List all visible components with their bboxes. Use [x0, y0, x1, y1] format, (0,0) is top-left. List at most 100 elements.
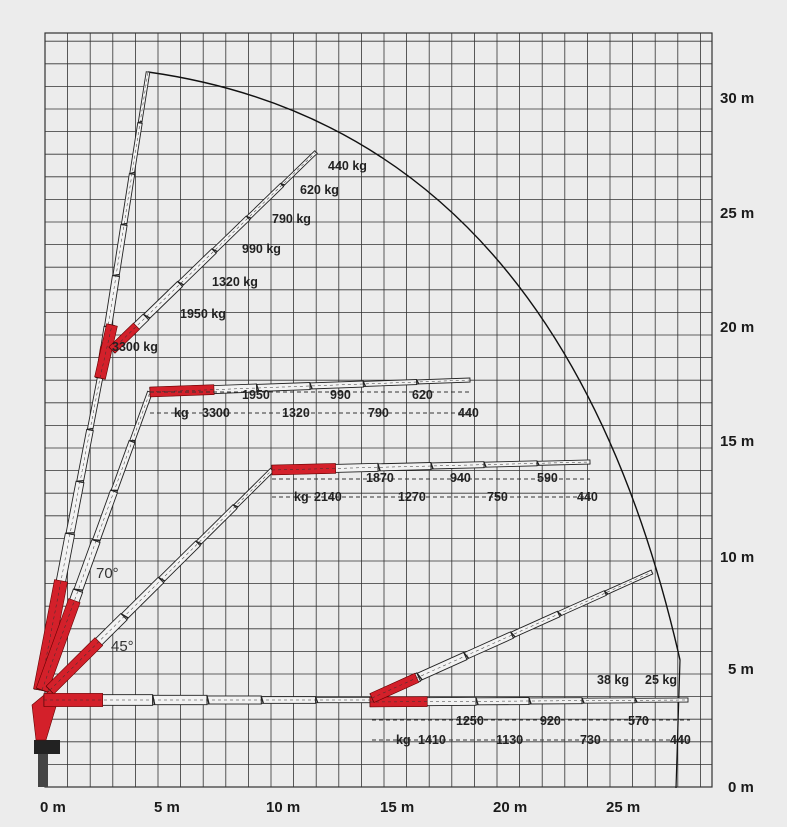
load-label: 570 — [628, 714, 649, 728]
boom-joint — [211, 248, 218, 253]
boom-section — [581, 697, 636, 704]
load-label: 750 — [487, 490, 508, 504]
boom-cable — [39, 377, 101, 691]
load-label: 730 — [580, 733, 601, 747]
boom-joint — [120, 613, 129, 619]
crane-base — [34, 740, 60, 754]
reach-arc-tail — [675, 659, 681, 789]
boom-cable — [49, 469, 273, 691]
load-label: 440 — [670, 733, 691, 747]
x-tick-label: 0 m — [40, 799, 66, 816]
boom-45-jib — [271, 459, 591, 476]
boom-cable — [41, 391, 151, 691]
boom-joint — [510, 631, 516, 638]
x-tick-label: 25 m — [606, 799, 640, 816]
boom-section — [206, 695, 262, 705]
boom-45-lower — [45, 467, 275, 695]
boom-joint — [483, 461, 487, 468]
boom-joint — [129, 171, 135, 175]
reach-arc — [147, 71, 681, 661]
boom-joint — [177, 281, 184, 286]
boom-70-lower — [35, 390, 153, 693]
boom-cable — [111, 151, 317, 351]
boom-joint — [604, 590, 609, 595]
boom-joint — [528, 697, 532, 705]
boom-joint — [416, 672, 423, 681]
boom-section — [536, 459, 591, 466]
boom-cable — [369, 699, 689, 703]
y-axis-tick-labels: 0 m 5 m 10 m 15 m 20 m 25 m 30 m — [720, 90, 754, 796]
angle-label-45: 45° — [111, 638, 134, 655]
boom-joint — [309, 382, 313, 390]
boom-joint — [475, 697, 479, 706]
load-label: 620 — [412, 388, 433, 402]
load-label: 1320 kg — [212, 275, 258, 289]
load-label: 1950 — [242, 388, 270, 402]
boom-section — [260, 696, 317, 704]
x-tick-label: 10 m — [266, 799, 300, 816]
boom-hydraulic — [369, 696, 428, 708]
boom-joint — [581, 697, 585, 704]
y-tick-label: 0 m — [728, 779, 754, 796]
load-label: 1950 kg — [180, 307, 226, 321]
load-label: 1270 — [398, 490, 426, 504]
load-label: 990 — [330, 388, 351, 402]
y-tick-label: 5 m — [728, 661, 754, 678]
load-label: 3300 — [202, 406, 230, 420]
load-label: 1410 — [418, 733, 446, 747]
crane-column — [38, 740, 48, 787]
boom-inclined-low — [369, 569, 654, 703]
boom-joint — [121, 222, 128, 226]
y-tick-label: 25 m — [720, 205, 754, 222]
load-label: 620 kg — [300, 183, 339, 197]
boom-vertical-jib-base — [94, 323, 118, 380]
load-label: 440 — [458, 406, 479, 420]
load-label: 1130 — [496, 733, 523, 747]
boom-joint — [195, 540, 202, 545]
load-label: 790 — [368, 406, 389, 420]
y-tick-label: 15 m — [720, 433, 754, 450]
boom-joint — [377, 463, 381, 472]
crane-booms — [31, 71, 690, 787]
boom-joint — [280, 183, 285, 186]
x-tick-label: 20 m — [493, 799, 527, 816]
boom-joint — [73, 588, 83, 591]
y-tick-label: 10 m — [720, 549, 754, 566]
boom-inclined-jib — [108, 150, 318, 354]
boom-section — [483, 460, 538, 468]
boom-cable — [149, 379, 471, 393]
reach-envelope — [147, 71, 681, 789]
boom-section — [430, 461, 485, 470]
boom-joint — [430, 462, 434, 470]
boom-horizontal-jib — [369, 696, 689, 708]
x-tick-label: 5 m — [154, 799, 180, 816]
grid-border — [44, 32, 713, 788]
load-label: kg — [294, 490, 309, 504]
load-label: 440 kg — [328, 159, 367, 173]
boom-70-jib — [149, 377, 471, 398]
boom-joint — [255, 384, 260, 392]
load-label: 1250 — [456, 714, 484, 728]
load-label: 1320 — [282, 406, 310, 420]
load-label: 3300 kg — [112, 340, 158, 354]
load-label: 440 — [577, 490, 598, 504]
chart-grid — [44, 32, 713, 788]
boom-section — [315, 696, 371, 704]
boom-joint — [92, 539, 101, 542]
load-label: 940 — [450, 471, 471, 485]
load-label: 790 kg — [272, 212, 311, 226]
boom-joint — [246, 215, 252, 219]
y-tick-label: 30 m — [720, 90, 754, 107]
load-label: 920 — [540, 714, 561, 728]
load-label: 1870 — [366, 471, 394, 485]
load-label: kg — [174, 406, 189, 420]
load-labels: 3300 kg 1950 kg 1320 kg 990 kg 790 kg 62… — [112, 159, 691, 747]
load-label: 990 kg — [242, 242, 281, 256]
load-label: 590 — [537, 471, 558, 485]
boom-angles: 70° 45° — [96, 565, 134, 655]
boom-horizontal-lower — [43, 693, 371, 707]
boom-cable — [271, 461, 591, 471]
boom-joint — [362, 381, 367, 387]
x-axis-tick-labels: 0 m 5 m 10 m 15 m 20 m 25 m — [40, 799, 640, 816]
